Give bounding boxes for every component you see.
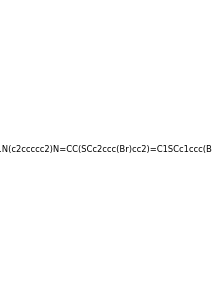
Text: O=C1N(c2ccccc2)N=CC(SCc2ccc(Br)cc2)=C1SCc1ccc(Br)cc1: O=C1N(c2ccccc2)N=CC(SCc2ccc(Br)cc2)=C1SC… <box>0 144 212 154</box>
